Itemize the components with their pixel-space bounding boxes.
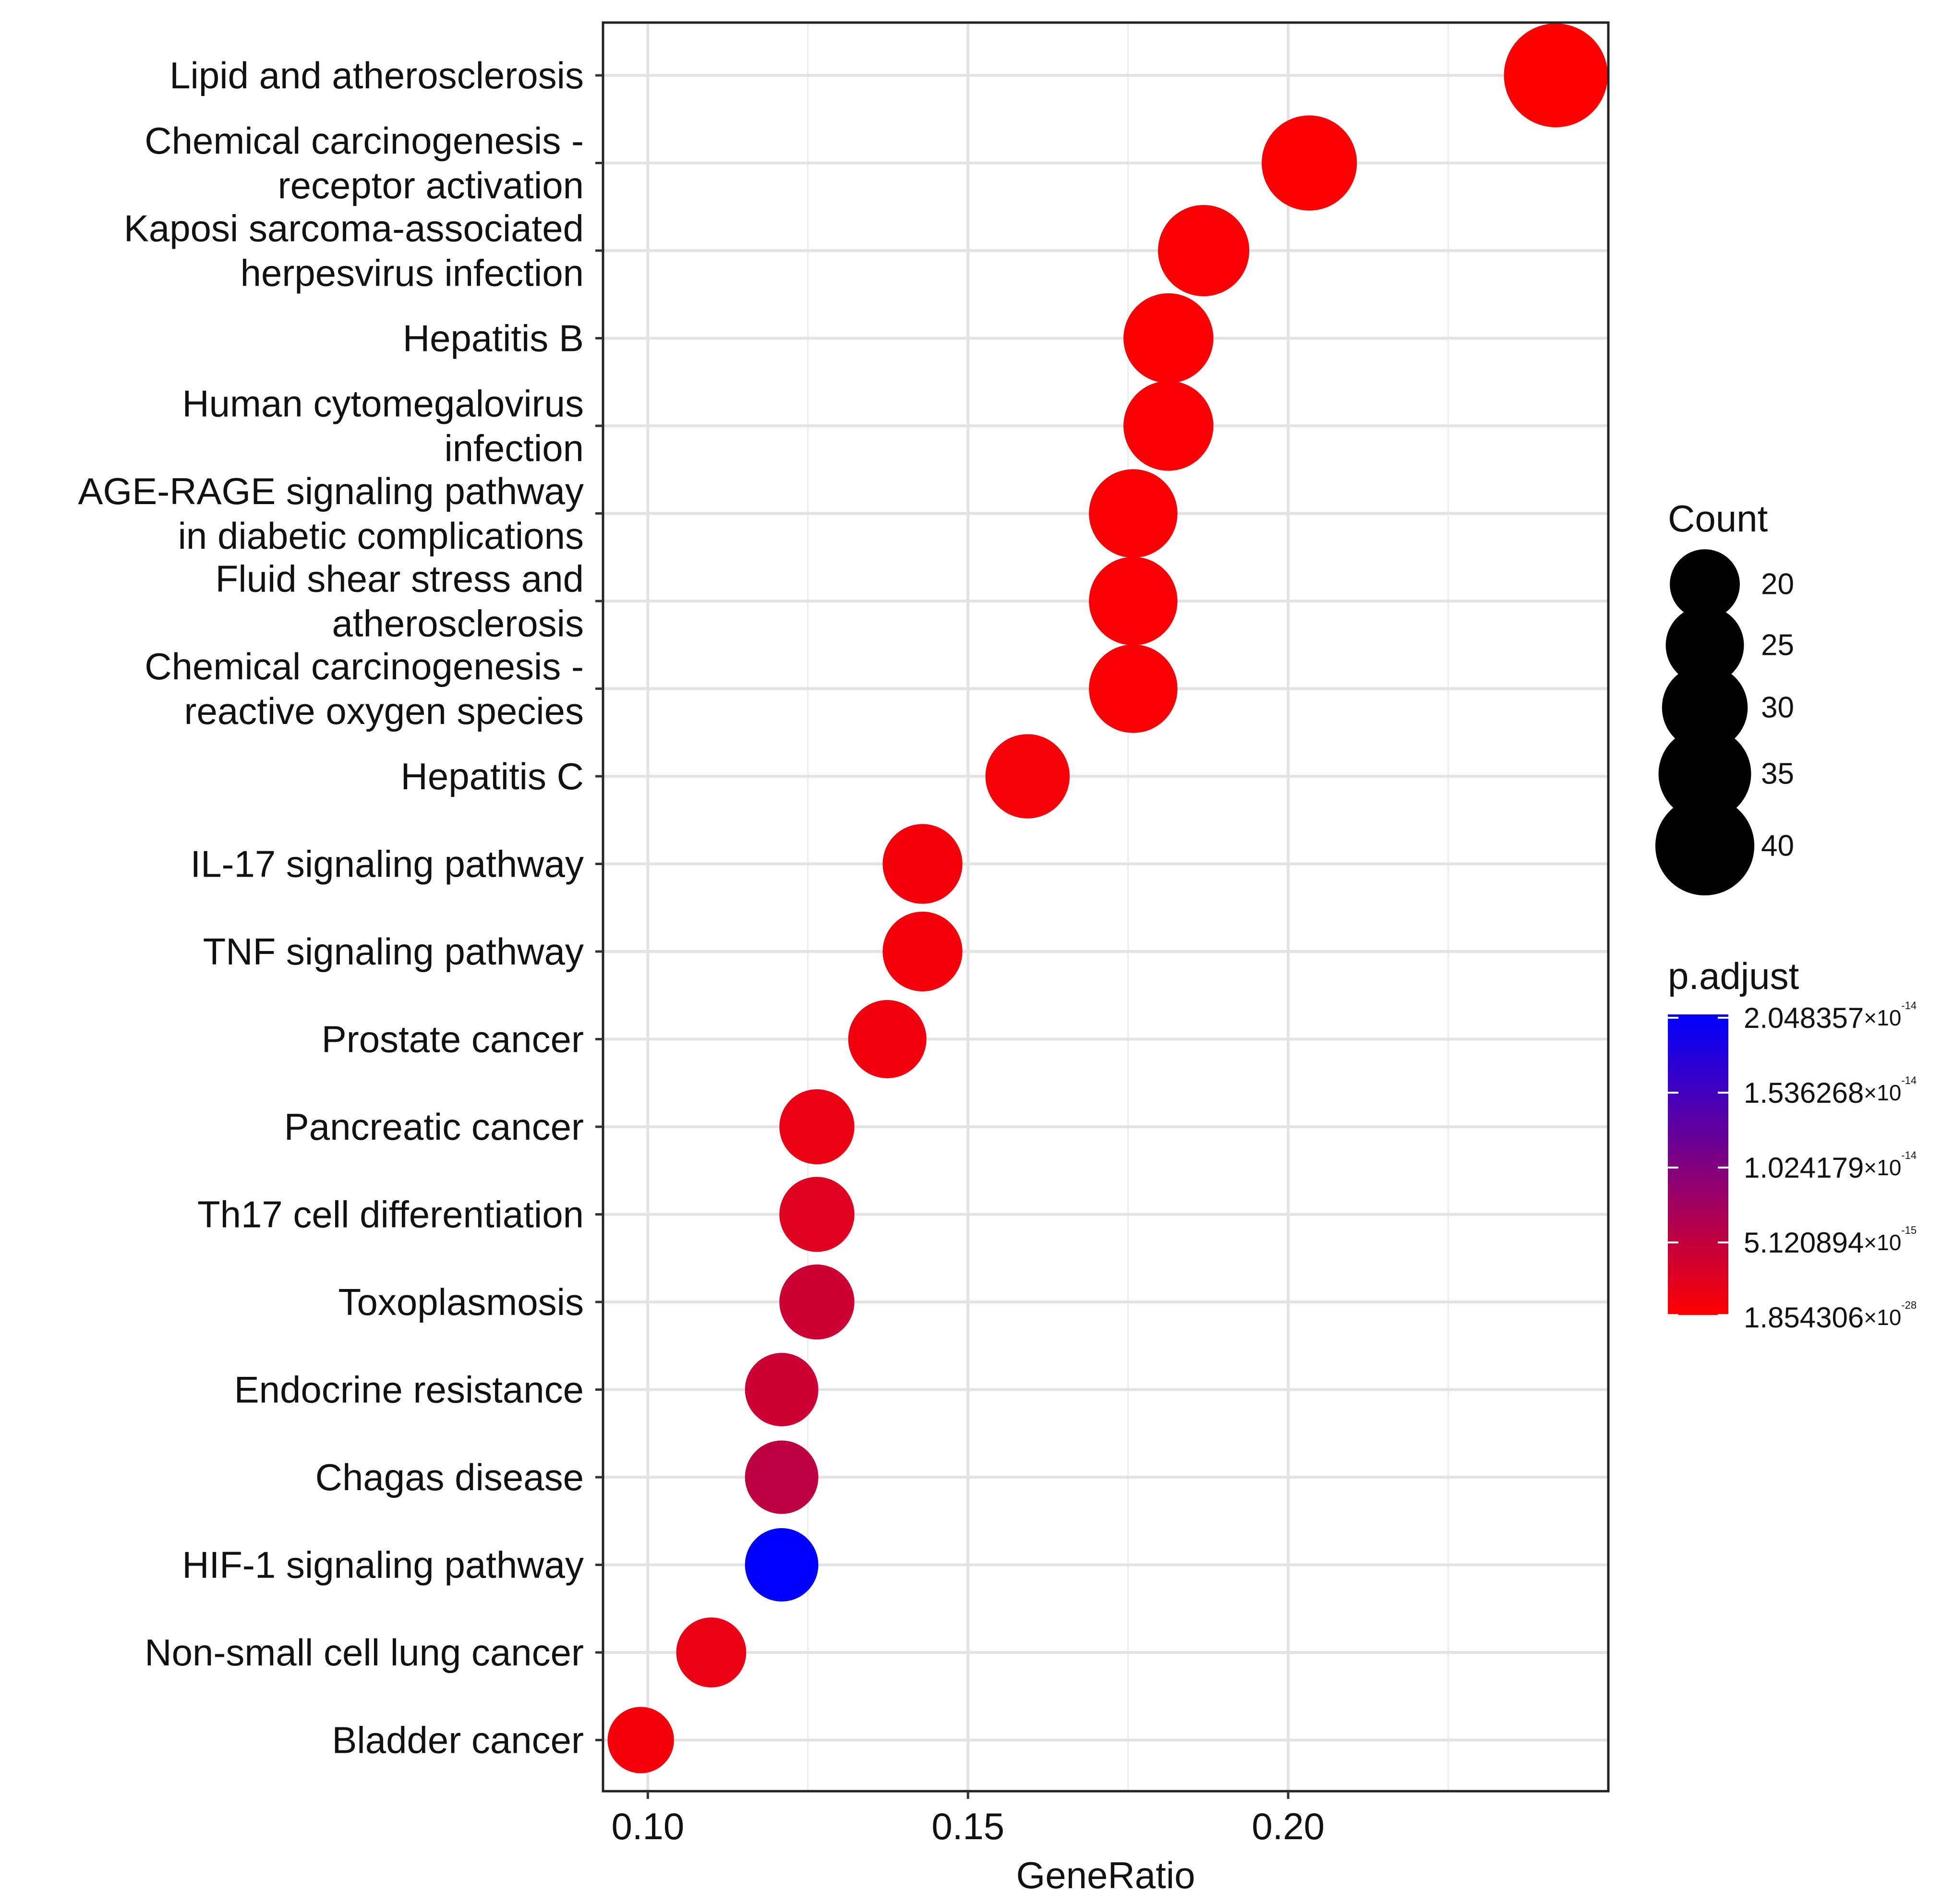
y-tick-label: Kaposi sarcoma-associated <box>124 207 584 250</box>
data-point <box>779 1264 855 1340</box>
x-axis-title: GeneRatio <box>1016 1854 1195 1896</box>
data-point <box>779 1177 855 1252</box>
y-tick-label: Chemical carcinogenesis - <box>145 645 584 687</box>
colorbar-tick-label: 5.120894×10-15 <box>1744 1224 1917 1259</box>
data-point <box>1089 469 1178 558</box>
y-tick-label: infection <box>444 427 584 470</box>
data-point <box>745 1528 819 1602</box>
y-tick-label: Pancreatic cancer <box>284 1106 584 1148</box>
y-tick-label: Prostate cancer <box>322 1018 584 1060</box>
y-tick-label: TNF signaling pathway <box>203 930 584 973</box>
data-point <box>779 1089 855 1165</box>
y-tick-label: Lipid and atherosclerosis <box>169 54 584 96</box>
count-legend-key <box>1655 796 1755 896</box>
y-tick-label: Endocrine resistance <box>234 1369 584 1411</box>
plot-panel-background <box>603 23 1608 1791</box>
padjust-colorbar-ticks: 2.048357×10-14 1.536268×10-14 1.024179×10-… <box>1668 1000 1917 1334</box>
y-tick-label: reactive oxygen species <box>184 690 584 732</box>
count-legend-label: 20 <box>1761 568 1794 601</box>
y-tick-label: Th17 cell differentiation <box>197 1193 584 1236</box>
data-point <box>1504 23 1608 128</box>
y-tick-label: Bladder cancer <box>332 1719 584 1761</box>
data-point <box>1123 293 1214 384</box>
data-point <box>745 1353 819 1426</box>
count-legend-label: 40 <box>1761 830 1794 863</box>
y-tick-label: Hepatitis C <box>401 755 584 797</box>
count-legend-label: 25 <box>1761 629 1794 662</box>
x-tick-label: 0.20 <box>1252 1805 1325 1847</box>
y-tick-label: Chagas disease <box>315 1456 584 1498</box>
data-point <box>1089 556 1178 646</box>
x-tick-label: 0.15 <box>931 1805 1004 1847</box>
x-tick-label: 0.10 <box>611 1805 684 1847</box>
padjust-legend-title: p.adjust <box>1668 955 1799 997</box>
y-tick-label: in diabetic complications <box>178 515 584 557</box>
data-points <box>607 23 1608 1773</box>
y-tick-label: Human cytomegalovirus <box>182 383 584 425</box>
count-legend-key <box>1665 606 1744 685</box>
y-tick-label: Non-small cell lung cancer <box>145 1631 584 1674</box>
y-tick-label: AGE-RAGE signaling pathway <box>78 470 584 512</box>
data-point <box>1123 381 1214 471</box>
colorbar-tick-label: 1.854306×10-28 <box>1744 1299 1917 1334</box>
data-point <box>607 1707 674 1773</box>
y-tick-label: receptor activation <box>278 164 584 206</box>
count-legend-label: 35 <box>1761 758 1794 791</box>
data-point <box>882 911 963 992</box>
count-legend-title: Count <box>1668 497 1768 540</box>
data-point <box>676 1617 747 1687</box>
y-tick-label: Chemical carcinogenesis - <box>145 120 584 162</box>
y-tick-label: atherosclerosis <box>332 603 584 645</box>
count-legend-key <box>1658 727 1751 820</box>
y-tick-label: herpesvirus infection <box>241 252 584 294</box>
count-legend-key <box>1662 664 1748 751</box>
y-tick-label: Hepatitis B <box>403 317 584 360</box>
count-legend-key <box>1670 549 1740 619</box>
colorbar-tick-label: 1.024179×10-14 <box>1744 1149 1917 1184</box>
data-point <box>1089 644 1178 733</box>
data-point <box>745 1440 819 1514</box>
y-tick-label: Toxoplasmosis <box>338 1281 584 1323</box>
y-tick-label: Fluid shear stress and <box>216 558 584 600</box>
y-axis-labels: Lipid and atherosclerosis Chemical carcin… <box>78 54 603 1761</box>
data-point <box>882 824 963 904</box>
padjust-colorbar <box>1668 1014 1728 1315</box>
count-legend-keys: 20 25 30 35 40 <box>1655 549 1794 896</box>
x-axis: 0.10 0.15 0.20 <box>611 1791 1325 1847</box>
count-legend-label: 30 <box>1761 691 1794 724</box>
data-point <box>985 734 1070 819</box>
y-tick-label: IL-17 signaling pathway <box>190 843 584 885</box>
y-tick-label: HIF-1 signaling pathway <box>182 1544 584 1586</box>
data-point <box>1261 115 1357 211</box>
colorbar-tick-label: 2.048357×10-14 <box>1744 1000 1917 1034</box>
plot-panel-border <box>602 21 1610 1793</box>
data-point <box>1158 205 1250 297</box>
colorbar-tick-label: 1.536268×10-14 <box>1744 1074 1917 1109</box>
data-point <box>848 1000 927 1078</box>
padjust-legend: p.adjust 2.048357×10-14 1.536268×10-14 1.0… <box>1668 955 1917 1334</box>
count-legend: Count 20 25 30 35 40 <box>1655 497 1794 896</box>
